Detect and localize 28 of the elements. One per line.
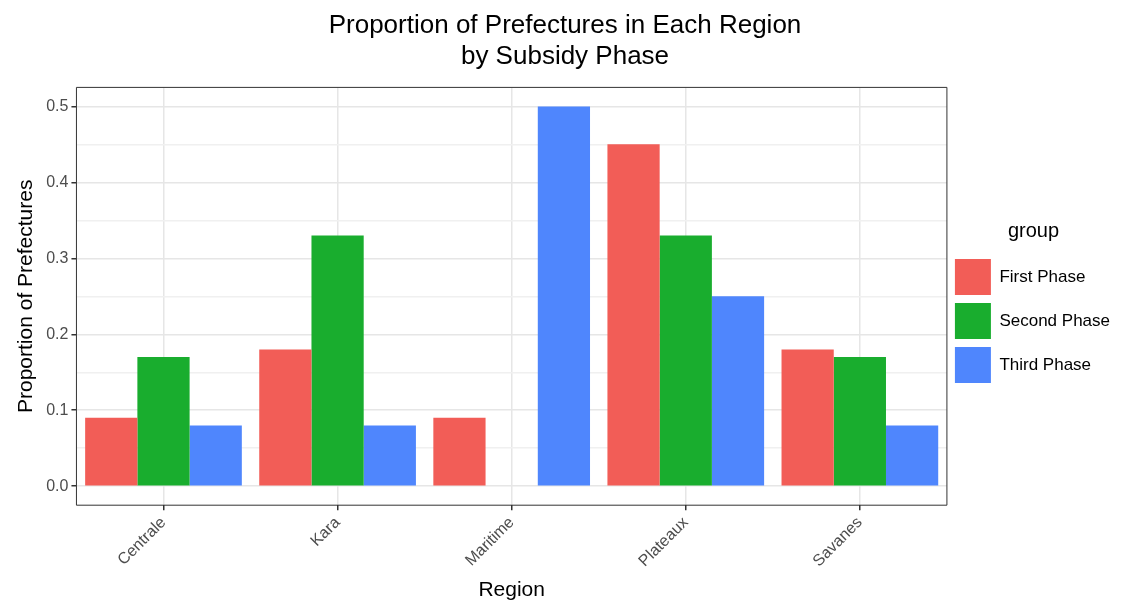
bar: [607, 144, 660, 486]
y-tick-label: 0.1: [46, 400, 69, 418]
chart-title: Proportion of Prefectures in Each Region by Subsidy Phase: [328, 8, 802, 70]
bar: [885, 425, 939, 486]
bar: [189, 425, 242, 486]
bar: [311, 235, 364, 486]
x-axis-title: Region: [478, 577, 545, 601]
y-tick-label: 0.2: [46, 324, 69, 342]
legend-label: Third Phase: [999, 354, 1092, 374]
bar: [433, 417, 486, 486]
y-tick-label: 0.0: [46, 476, 69, 494]
legend-label: Second Phase: [999, 310, 1111, 330]
bar: [781, 349, 834, 486]
y-tick-label: 0.5: [46, 96, 69, 114]
bar: [137, 357, 190, 486]
y-tick-label: 0.3: [46, 248, 69, 266]
bar: [259, 349, 312, 486]
legend-title: group: [1007, 218, 1060, 241]
bar: [833, 357, 886, 486]
bar: [711, 296, 765, 486]
bar: [537, 106, 591, 486]
y-tick-label: 0.4: [46, 172, 69, 190]
bar: [363, 425, 416, 486]
legend-label: First Phase: [999, 266, 1086, 286]
y-axis-title: Proportion of Prefectures: [13, 179, 37, 414]
bar: [85, 417, 138, 486]
bar: [659, 235, 712, 486]
x-tick-label: Kara: [306, 513, 343, 550]
